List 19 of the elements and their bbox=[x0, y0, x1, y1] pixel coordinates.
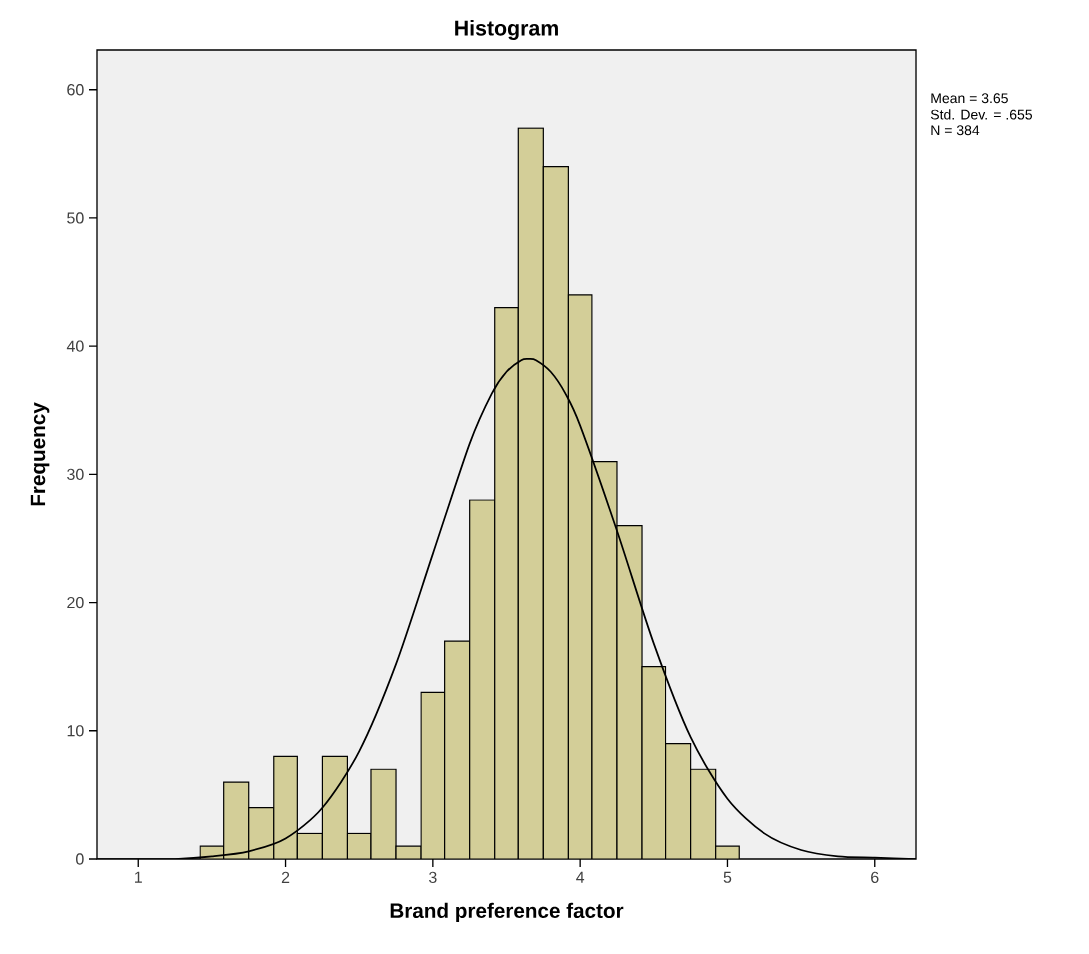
y-tick-label: 30 bbox=[67, 468, 84, 481]
y-tick-label: 20 bbox=[67, 596, 84, 609]
x-tick-label: 6 bbox=[871, 871, 879, 884]
y-tick-label: 10 bbox=[67, 725, 84, 737]
y-tick-label: 40 bbox=[66, 340, 84, 352]
x-tick-label: 5 bbox=[723, 871, 732, 883]
text: N = 384 bbox=[931, 125, 980, 136]
y-tick-label: 0 bbox=[76, 853, 84, 865]
y-tick-label: 60 bbox=[67, 84, 84, 96]
x-tick-label: 3 bbox=[429, 871, 437, 884]
text: Std. Dev. = .655 bbox=[930, 109, 1033, 120]
text: Mean = 3.65 bbox=[931, 93, 1008, 104]
y-axis-title: Frequency bbox=[30, 402, 50, 506]
x-tick-label: 4 bbox=[576, 871, 585, 883]
x-tick-label: 1 bbox=[135, 871, 142, 883]
x-axis-title: Brand preference factor bbox=[390, 902, 624, 923]
y-tick-label: 50 bbox=[67, 212, 84, 224]
chart-title: Histogram bbox=[455, 19, 558, 40]
x-tick-label: 2 bbox=[281, 871, 290, 883]
